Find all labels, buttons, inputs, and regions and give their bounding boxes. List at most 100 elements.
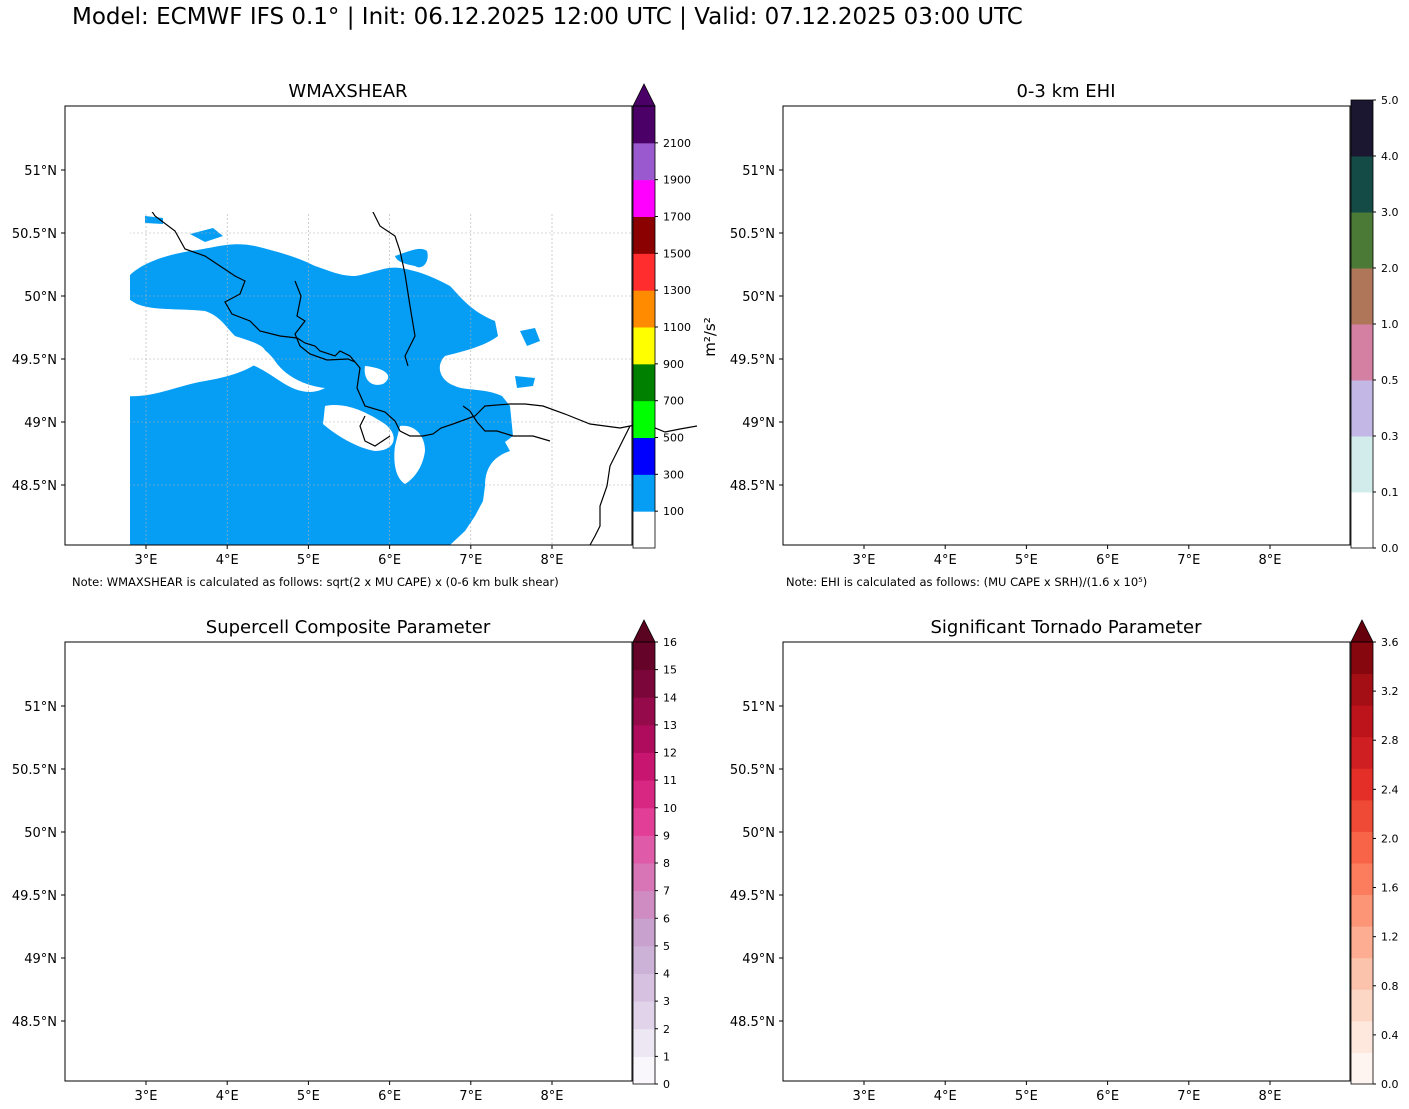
colorbar-segment (633, 216, 655, 254)
colorbar-tick-label: 10 (663, 802, 677, 815)
lon-tick-label: 4°E (216, 1089, 239, 1104)
colorbar-segment (1351, 736, 1373, 769)
field-gap (818, 760, 863, 782)
colorbar-segment (633, 863, 655, 892)
colorbar-segment (633, 973, 655, 1002)
colorbar-segment (633, 327, 655, 365)
lon-tick-label: 6°E (1096, 1089, 1119, 1104)
colorbar-tick-label: 16 (663, 636, 677, 649)
colorbar-segment (1351, 100, 1373, 157)
lon-tick-label: 6°E (378, 1089, 401, 1104)
lon-tick-label: 4°E (216, 553, 239, 568)
colorbar-stp: 0.0 0.4 0.8 1.2 1.6 2.0 2.4 2.8 3.2 3.6 (1350, 619, 1399, 1091)
colorbar-tick-label: 2100 (663, 137, 691, 150)
field-gap (219, 339, 325, 392)
colorbar-extend-arrow (632, 619, 656, 643)
lat-tick-label: 49°N (742, 952, 775, 967)
colorbar-segment (1351, 1020, 1373, 1053)
lon-tick-label: 3°E (853, 553, 876, 568)
colorbar-segment (633, 1001, 655, 1030)
lon-tick-label: 3°E (135, 553, 158, 568)
country-border (1078, 952, 1108, 982)
country-border (294, 280, 356, 363)
field-region (395, 248, 428, 268)
colorbar-tick-label: 1500 (663, 247, 691, 260)
colorbar-segment (633, 724, 655, 753)
colorbar-segment (1351, 957, 1373, 990)
colorbar-extend-arrow (632, 83, 656, 107)
colorbar-ehi: 0.0 0.1 0.3 0.5 1.0 2.0 3.0 4.0 5.0 (1350, 94, 1399, 555)
field-gap (185, 642, 625, 762)
map-background (783, 106, 1350, 545)
field-region (515, 376, 535, 388)
country-border (1078, 416, 1108, 446)
country-border (1308, 962, 1348, 1081)
colorbar-segment (633, 807, 655, 836)
field-gap (903, 642, 1343, 762)
lon-tick-label: 6°E (1096, 553, 1119, 568)
lon-tick-label: 6°E (378, 553, 401, 568)
field-region (190, 228, 223, 242)
colorbar-tick-label: 500 (663, 432, 684, 445)
lon-tick-label: 7°E (459, 1089, 482, 1104)
lat-tick-label: 49.5°N (730, 889, 775, 904)
map-area-wmaxshear (65, 106, 697, 546)
lat-tick-label: 49°N (24, 952, 57, 967)
country-border (462, 405, 551, 442)
country-border (335, 118, 365, 206)
colorbar-tick-label: 11 (663, 774, 677, 787)
colorbar-wmaxshear: 100 300 500 700 900 1100 1300 1500 1700 1900 2100 (632, 83, 691, 549)
colorbar-segment (1351, 268, 1373, 325)
country-border (961, 642, 1133, 902)
country-border (463, 942, 550, 977)
colorbar-tick-label: 14 (663, 691, 677, 704)
map-area-ehi (783, 106, 1409, 545)
map-area-stp (783, 642, 1409, 1081)
country-border (835, 692, 1171, 972)
country-border (65, 106, 243, 170)
lat-tick-label: 51°N (742, 164, 775, 179)
colorbar-segment (1351, 673, 1373, 706)
colorbar-segment (633, 780, 655, 809)
field-gap (1273, 832, 1350, 1062)
lat-tick-label: 51°N (742, 700, 775, 715)
colorbar-segment (1351, 894, 1373, 927)
colorbar-tick-label: 9 (663, 829, 670, 842)
map-frame (64, 105, 633, 546)
map-background (783, 642, 1350, 1081)
colorbar-tick-label: 1.2 (1381, 931, 1399, 944)
field-gap (100, 760, 145, 782)
map-panel-stp: 3°E 4°E 5°E 6°E 7°E 8°E 51°N 50.5°N 50°N 49.5°N 49… (730, 619, 1409, 1104)
colorbar-segment (633, 363, 655, 402)
colorbar-tick-label: 5 (663, 940, 670, 953)
field-region (460, 154, 479, 170)
lon-tick-label: 5°E (1015, 553, 1038, 568)
panel-title-wmaxshear: WMAXSHEAR (288, 81, 408, 102)
field-gap (520, 992, 570, 1042)
lon-tick-label: 7°E (459, 553, 482, 568)
colorbar-tick-label: 13 (663, 719, 677, 732)
colorbar-segment (633, 669, 655, 698)
colorbar-tick-label: 3 (663, 995, 670, 1008)
lat-tick-label: 50°N (24, 826, 57, 841)
lat-tick-label: 48.5°N (730, 1015, 775, 1030)
colorbar-tick-label: 2.4 (1381, 783, 1399, 796)
colorbar-tick-label: 1100 (663, 321, 691, 334)
colorbar-tick-label: 0.5 (1381, 374, 1399, 387)
colorbar-tick-label: 1.6 (1381, 882, 1399, 895)
lon-tick-label: 5°E (297, 553, 320, 568)
map-panel-scp: 3°E 4°E 5°E 6°E 7°E 8°E51°N50.5°N50°N49.5°N49… (12, 619, 677, 1104)
lat-tick-label: 50.5°N (730, 227, 775, 242)
colorbar-segment (1351, 831, 1373, 864)
colorbar-tick-label: 2.8 (1381, 734, 1399, 747)
country-border (783, 642, 961, 706)
colorbar-segment (1351, 1052, 1373, 1085)
lat-tick-label: 51°N (24, 700, 57, 715)
colorbar-tick-label: 15 (663, 664, 677, 677)
map-frame (64, 641, 633, 1082)
country-border (452, 403, 697, 433)
colorbar-segment (633, 752, 655, 781)
lat-tick-label: 50.5°N (12, 227, 57, 242)
country-border (1013, 817, 1073, 898)
colorbar-segment (1351, 799, 1373, 832)
